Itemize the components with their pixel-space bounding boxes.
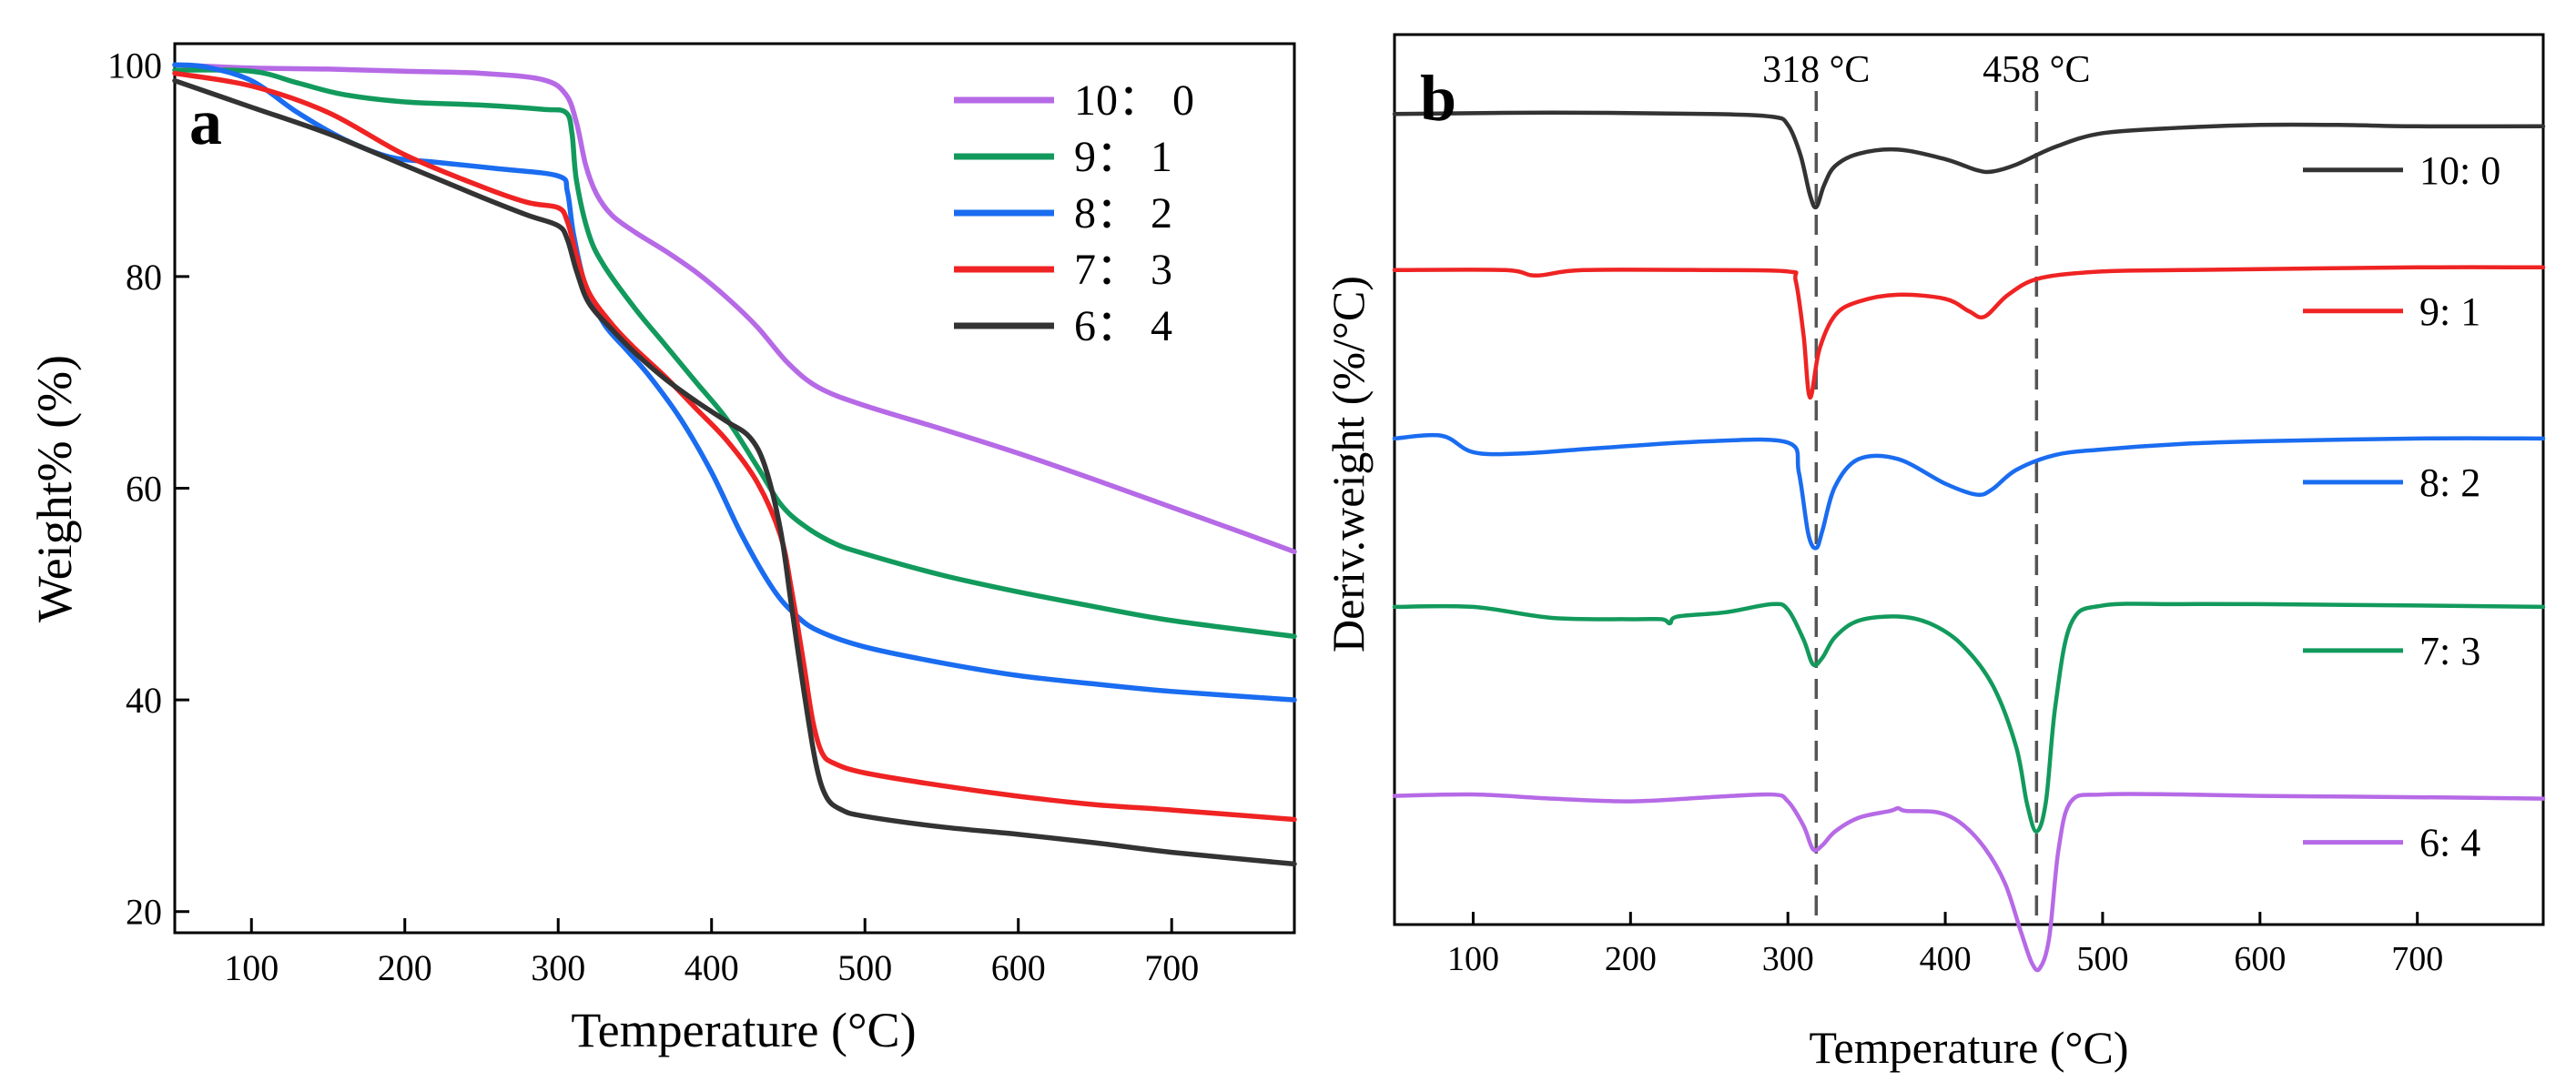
panel-label-a: a bbox=[189, 86, 222, 158]
series-line-b-10-0 bbox=[1392, 110, 2546, 210]
x-tick-label-b: 400 bbox=[1920, 940, 1972, 978]
x-tick-label-a: 400 bbox=[685, 947, 739, 988]
legend-b: 10: 0 9: 1 8: 2 7: 3 6: 4 bbox=[2303, 148, 2500, 865]
legend-label-b-9-1: 9: 1 bbox=[2419, 289, 2480, 334]
x-tick-label-a: 700 bbox=[1144, 947, 1199, 988]
x-tick-label-b: 200 bbox=[1605, 940, 1657, 978]
y-tick-label-a: 60 bbox=[126, 469, 162, 510]
y-tick-label-a: 100 bbox=[107, 45, 162, 86]
chart-panel-a: 100 200 300 400 500 600 700 20 40 60 80 100 a Tempe… bbox=[27, 42, 1297, 1057]
legend-label-b-7-3: 7: 3 bbox=[2419, 629, 2480, 673]
y-axis-label-b: Deriv.weight (%/°C) bbox=[1323, 276, 1374, 652]
series-line-a-7-3 bbox=[172, 70, 1297, 823]
x-tick-label-b: 300 bbox=[1762, 940, 1814, 978]
series-line-a-6-4 bbox=[172, 77, 1297, 867]
x-tick-label-a: 500 bbox=[837, 947, 892, 988]
legend-label-a-8-2: 8： 2 bbox=[1074, 189, 1172, 238]
panel-label-b: b bbox=[1420, 62, 1456, 135]
x-tick-label-a: 600 bbox=[991, 947, 1046, 988]
plot-frame-b bbox=[1393, 33, 2545, 926]
x-axis-label-b: Temperature (°C) bbox=[1809, 1022, 2128, 1073]
series-line-b-9-1 bbox=[1392, 265, 2546, 399]
y-tick-label-a: 80 bbox=[126, 257, 162, 298]
y-axis-label-a: Weight% (%) bbox=[27, 355, 82, 622]
legend-label-a-9-1: 9： 1 bbox=[1074, 133, 1172, 181]
legend-a: 10： 0 9： 1 8： 2 7： 3 6： 4 bbox=[954, 76, 1194, 350]
x-tick-label-b: 700 bbox=[2391, 940, 2443, 978]
y-tick-label-a: 40 bbox=[126, 680, 162, 721]
legend-label-a-7-3: 7： 3 bbox=[1074, 246, 1172, 294]
legend-label-b-8-2: 8: 2 bbox=[2419, 460, 2480, 505]
x-tick-label-a: 300 bbox=[531, 947, 585, 988]
x-tick-label-b: 600 bbox=[2234, 940, 2286, 978]
annotation-label-318-c: 318 °C bbox=[1762, 49, 1870, 91]
chart-panel-b: 100 200 300 400 500 600 700 318 °C 458 °C b Tem… bbox=[1323, 33, 2546, 1073]
series-line-a-9-1 bbox=[172, 67, 1297, 640]
annotation-label-458-c: 458 °C bbox=[1983, 49, 2090, 91]
legend-label-a-10-0: 10： 0 bbox=[1074, 76, 1194, 125]
legend-label-b-6-4: 6: 4 bbox=[2419, 821, 2480, 865]
legend-label-b-10-0: 10: 0 bbox=[2419, 148, 2500, 193]
series-line-b-6-4 bbox=[1392, 792, 2546, 973]
x-tick-label-a: 200 bbox=[378, 947, 432, 988]
series-line-a-10-0 bbox=[172, 62, 1297, 555]
series-line-b-8-2 bbox=[1392, 432, 2546, 551]
x-tick-label-b: 500 bbox=[2076, 940, 2128, 978]
x-axis-label-a: Temperature (°C) bbox=[571, 1003, 916, 1057]
legend-label-a-6-4: 6： 4 bbox=[1074, 302, 1172, 350]
x-tick-label-a: 100 bbox=[224, 947, 279, 988]
series-line-b-7-3 bbox=[1392, 602, 2546, 834]
x-tick-label-b: 100 bbox=[1447, 940, 1499, 978]
y-tick-label-a: 20 bbox=[126, 892, 162, 933]
